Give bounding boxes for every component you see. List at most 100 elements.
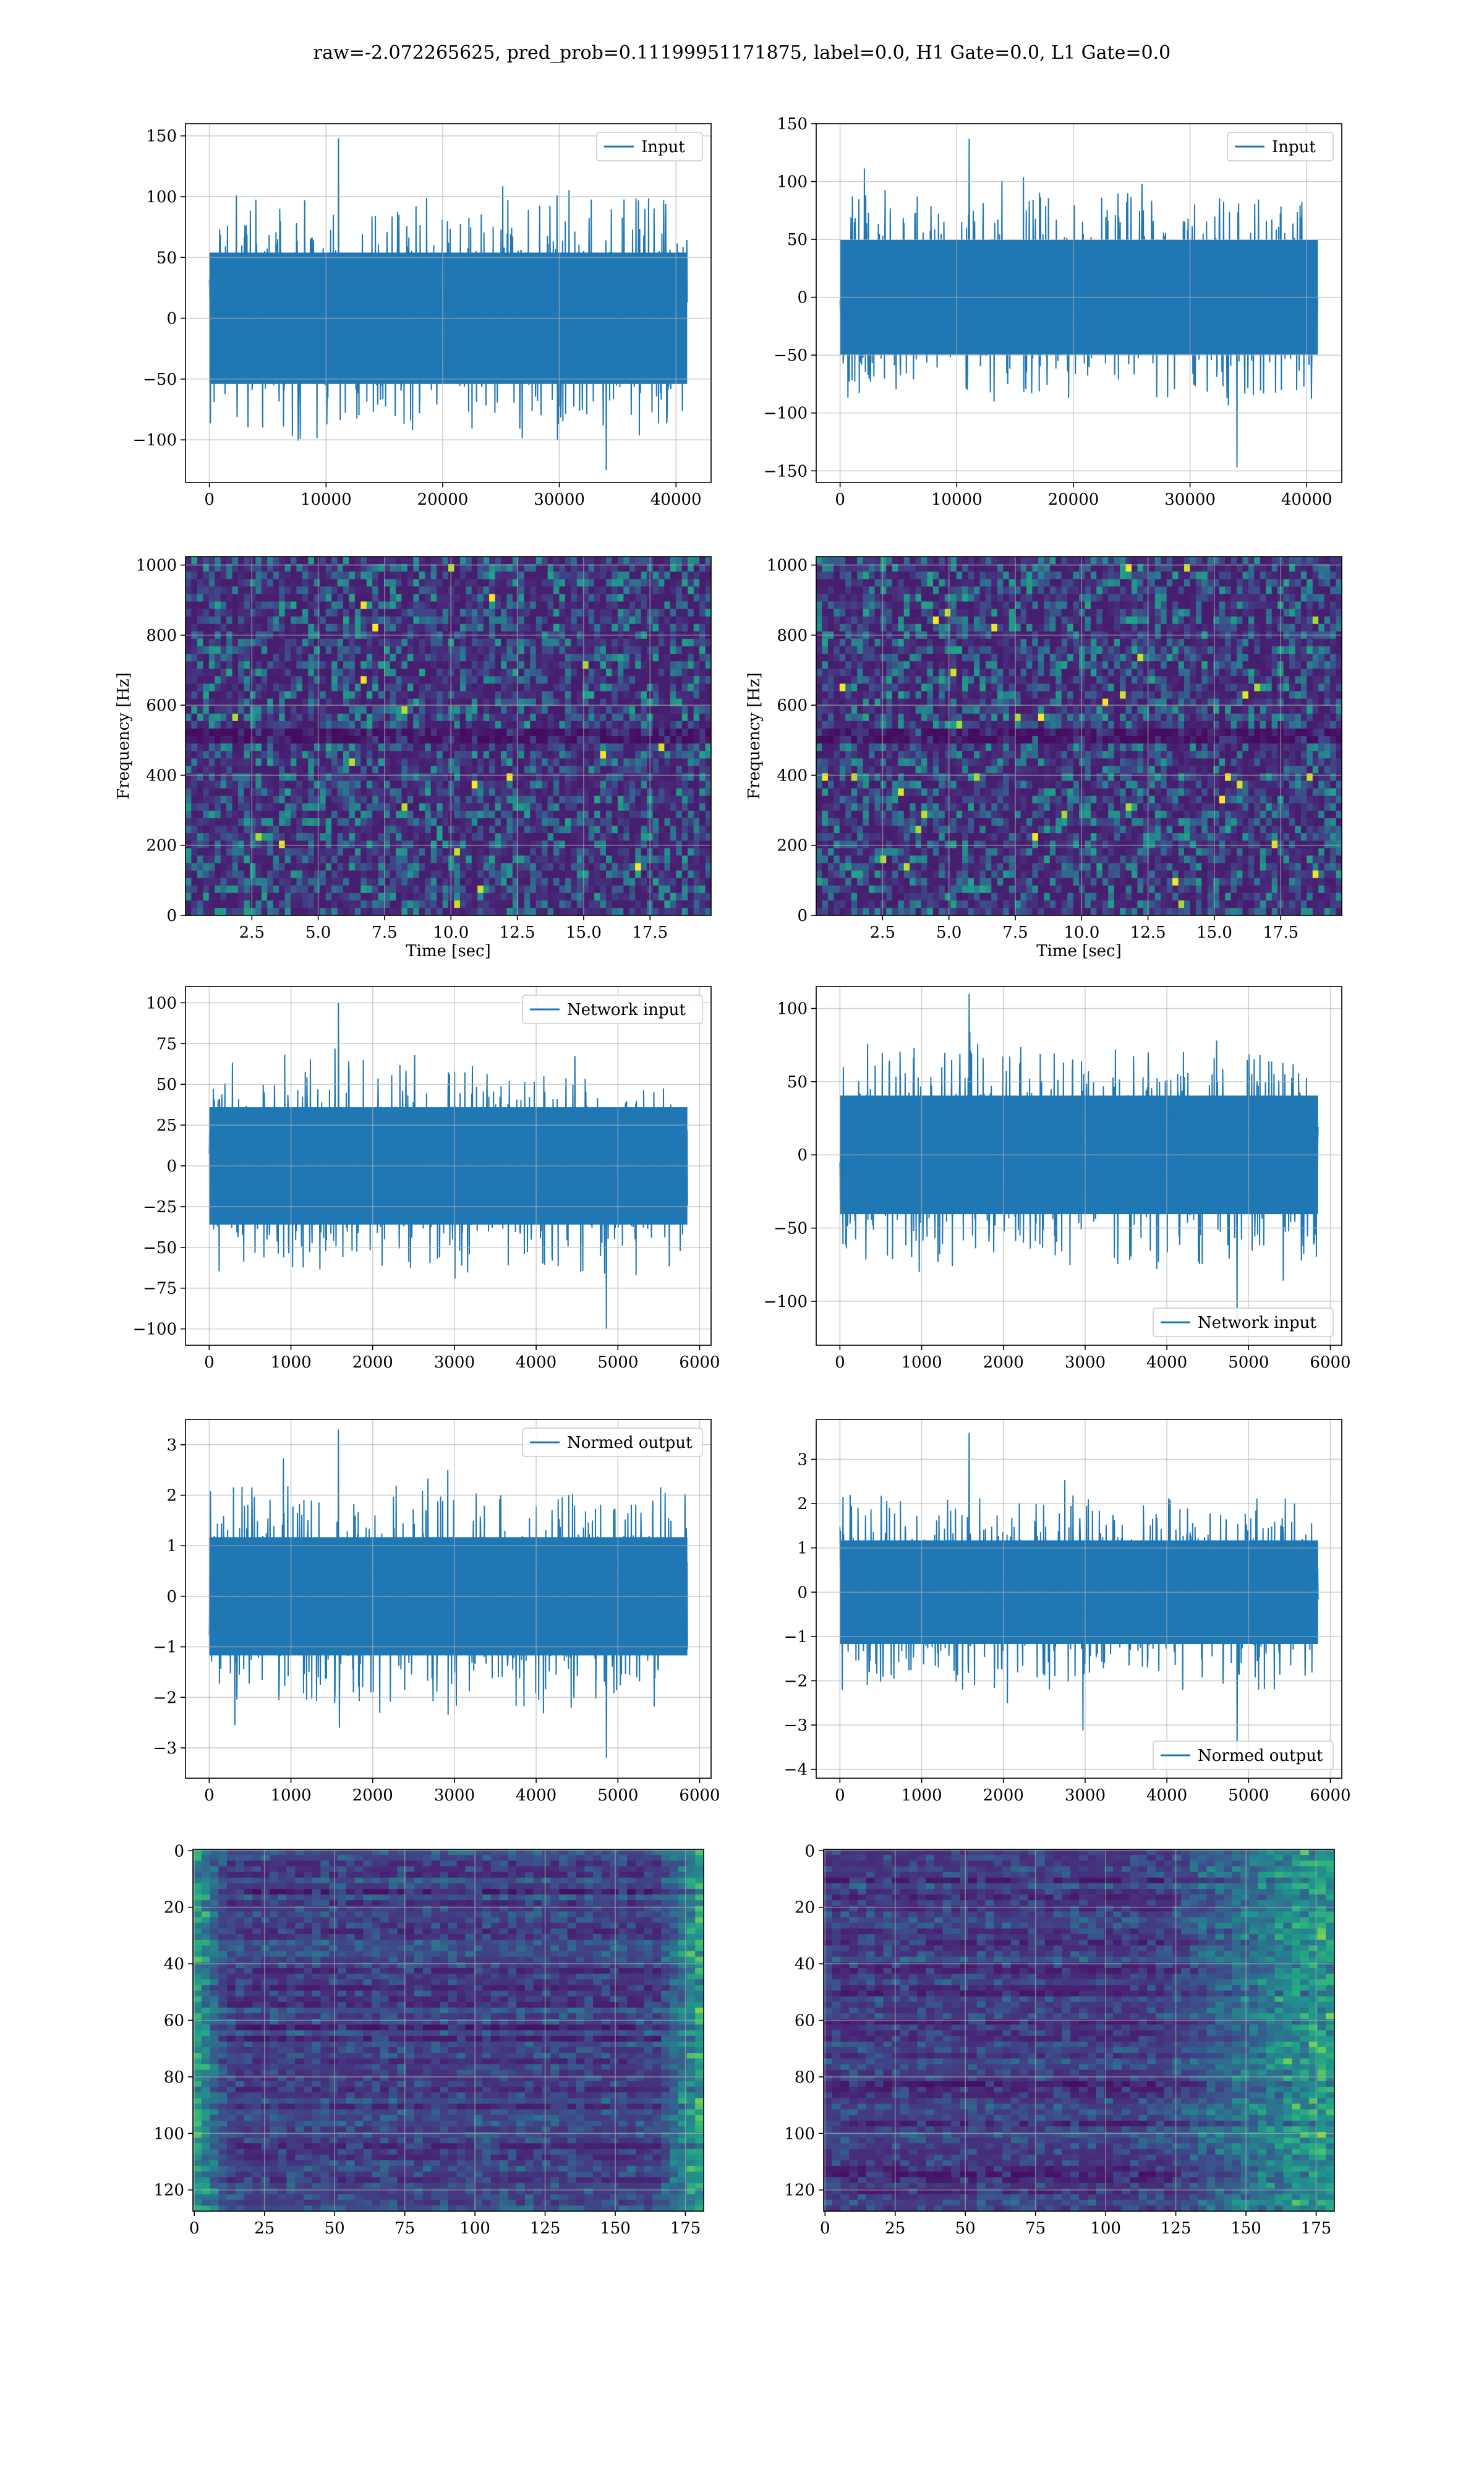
y-tick-label: −100 bbox=[764, 1293, 808, 1311]
y-tick-label: 20 bbox=[164, 1899, 184, 1917]
x-tick-label: 20000 bbox=[1048, 490, 1099, 509]
x-tick-label: 0 bbox=[204, 490, 215, 509]
y-tick-label: 50 bbox=[787, 1073, 808, 1092]
chart-r4-right: 0 1000 2000 3000 4000 5000 6000 −4 −3 −2 −1 0 1 2 3 Nor… bbox=[784, 1419, 1351, 1805]
y-tick-label: −3 bbox=[153, 1739, 177, 1758]
plot-area bbox=[208, 138, 688, 471]
y-tick-label: −1 bbox=[784, 1628, 808, 1646]
y-tick-label: 800 bbox=[146, 627, 177, 645]
x-tick-label: 0 bbox=[820, 2219, 830, 2238]
y-tick-label: 100 bbox=[777, 1000, 808, 1019]
y-tick-label: 80 bbox=[795, 2068, 815, 2087]
x-tick-label: 3000 bbox=[434, 1786, 475, 1805]
x-tick-label: 5.0 bbox=[305, 923, 331, 942]
legend: Normed output bbox=[522, 1427, 703, 1457]
x-tick-label: 30000 bbox=[534, 490, 585, 509]
axes-frame bbox=[185, 556, 712, 916]
x-tick-label: 15.0 bbox=[566, 923, 602, 942]
y-tick-label: 75 bbox=[156, 1035, 177, 1053]
chart-r3-right: 0 1000 2000 3000 4000 5000 6000 −100 −50 0 50 100 Ne… bbox=[764, 986, 1351, 1372]
y-tick-label: −100 bbox=[133, 431, 177, 450]
x-axis-label: Time [sec] bbox=[1036, 942, 1122, 961]
legend-label: Normed output bbox=[567, 1434, 693, 1452]
x-tick-label: 2.5 bbox=[239, 923, 265, 942]
series-line bbox=[839, 1432, 1319, 1761]
x-tick-label: 50 bbox=[955, 2219, 976, 2238]
y-axis-label: Frequency [Hz] bbox=[745, 672, 764, 800]
x-tick-label: 25 bbox=[254, 2219, 275, 2238]
x-tick-label: 2000 bbox=[983, 1786, 1024, 1805]
x-tick-label: 125 bbox=[530, 2219, 561, 2238]
x-tick-label: 2000 bbox=[983, 1353, 1024, 1372]
y-tick-label: −100 bbox=[133, 1320, 177, 1339]
x-tick-label: 175 bbox=[1301, 2219, 1332, 2238]
x-tick-label: 7.5 bbox=[372, 923, 397, 942]
x-tick-label: 150 bbox=[600, 2219, 631, 2238]
legend-box bbox=[1153, 1740, 1334, 1770]
y-tick-label: 1000 bbox=[767, 557, 808, 575]
x-tick-label: 4000 bbox=[1146, 1353, 1187, 1372]
y-tick-label: −100 bbox=[764, 404, 808, 423]
y-tick-label: 40 bbox=[164, 1955, 184, 1974]
plot-area bbox=[208, 1429, 688, 1758]
y-tick-label: 200 bbox=[146, 837, 177, 855]
x-axis-label: Time [sec] bbox=[406, 942, 491, 961]
chart-r4-left: 0 1000 2000 3000 4000 5000 6000 −3 −2 −1 0 1 2 3 Norme… bbox=[153, 1419, 720, 1805]
chart-r5-right: 0 25 50 75 100 125 150 175 0 20 40 60 80 100 120 bbox=[784, 1842, 1335, 2238]
series-line bbox=[208, 1429, 688, 1758]
x-tick-label: 2000 bbox=[352, 1353, 393, 1372]
legend-box bbox=[522, 1427, 703, 1457]
y-tick-label: 2 bbox=[797, 1495, 808, 1513]
chart-r2-left: 2.5 5.0 7.5 10.0 12.5 15.0 17.5 0 200 400 600 800 10… bbox=[114, 556, 712, 961]
legend-box bbox=[1227, 132, 1334, 161]
figure-suptitle: raw=-2.072265625, pred_prob=0.1119995117… bbox=[313, 42, 1171, 64]
y-tick-label: −1 bbox=[153, 1638, 177, 1657]
x-tick-label: 12.5 bbox=[500, 923, 535, 942]
y-tick-label: −2 bbox=[153, 1689, 177, 1707]
y-tick-label: 1000 bbox=[136, 557, 177, 575]
axes-frame bbox=[192, 1849, 704, 2212]
x-tick-label: 12.5 bbox=[1130, 923, 1166, 942]
x-tick-label: 0 bbox=[835, 490, 845, 509]
y-tick-label: 40 bbox=[795, 1955, 815, 1974]
x-tick-label: 3000 bbox=[1065, 1353, 1106, 1372]
x-tick-label: 1000 bbox=[901, 1786, 942, 1805]
plot-area bbox=[816, 557, 1342, 915]
y-tick-label: 50 bbox=[156, 1076, 177, 1094]
x-tick-label: 4000 bbox=[516, 1353, 556, 1372]
legend-label: Input bbox=[641, 138, 685, 156]
y-tick-label: −50 bbox=[774, 1220, 808, 1238]
y-tick-label: 400 bbox=[777, 766, 808, 785]
x-tick-label: 1000 bbox=[270, 1786, 311, 1805]
legend-box bbox=[1153, 1308, 1334, 1337]
legend: Input bbox=[1227, 132, 1334, 161]
x-tick-label: 6000 bbox=[1310, 1353, 1350, 1372]
y-tick-label: −50 bbox=[143, 1239, 177, 1257]
x-tick-label: 0 bbox=[835, 1353, 845, 1372]
legend: Network input bbox=[522, 995, 703, 1024]
x-tick-label: 2.5 bbox=[870, 923, 895, 942]
x-tick-label: 50 bbox=[325, 2219, 345, 2238]
y-tick-label: 25 bbox=[156, 1116, 177, 1135]
legend-box bbox=[522, 995, 703, 1024]
y-tick-label: 2 bbox=[166, 1487, 177, 1505]
x-tick-label: 2000 bbox=[352, 1786, 393, 1805]
legend-label: Network input bbox=[1198, 1314, 1316, 1332]
legend: Input bbox=[596, 132, 703, 161]
x-tick-label: 75 bbox=[394, 2219, 415, 2238]
legend: Network input bbox=[1153, 1308, 1334, 1337]
y-tick-label: 120 bbox=[784, 2181, 815, 2200]
y-tick-label: 150 bbox=[777, 115, 808, 134]
chart-r1-left: 0 10000 20000 30000 40000 −100 −50 0 50 100 150 Inp… bbox=[133, 123, 712, 509]
x-tick-label: 17.5 bbox=[632, 923, 668, 942]
y-tick-label: −3 bbox=[784, 1716, 808, 1735]
y-tick-label: 0 bbox=[797, 289, 808, 307]
plot-area bbox=[839, 1432, 1319, 1761]
axes-frame bbox=[816, 986, 1342, 1346]
y-tick-label: 1 bbox=[797, 1539, 808, 1558]
y-tick-label: 0 bbox=[797, 1146, 808, 1165]
y-tick-label: 0 bbox=[166, 1157, 177, 1176]
x-tick-label: 4000 bbox=[516, 1786, 556, 1805]
plot-area bbox=[824, 1849, 1334, 2211]
y-tick-label: 0 bbox=[797, 907, 808, 925]
